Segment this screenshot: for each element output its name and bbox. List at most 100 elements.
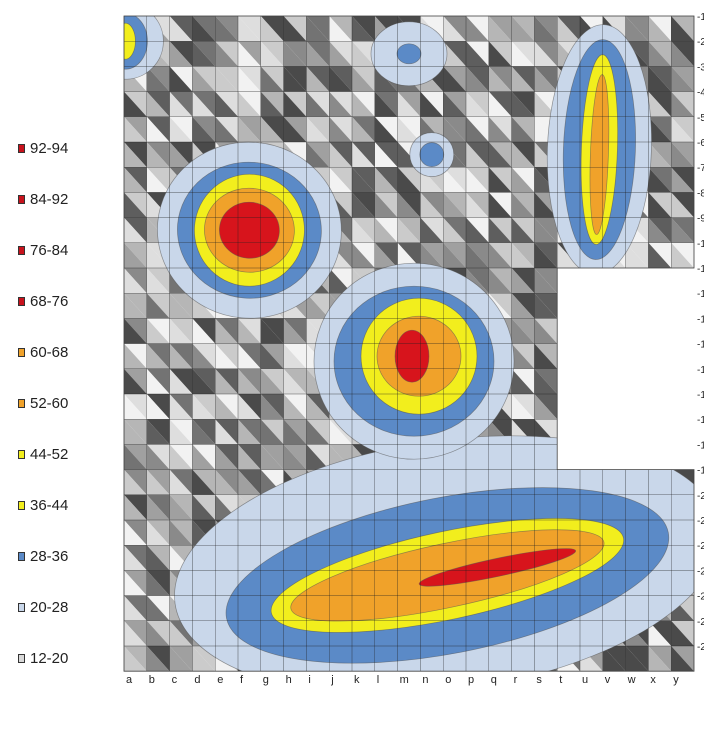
cell-triangle — [352, 66, 375, 92]
x-tick-label: w — [627, 674, 636, 686]
cell-triangle — [648, 142, 672, 168]
cell-triangle — [283, 116, 307, 142]
x-tick-label: f — [240, 674, 244, 686]
cell-triangle — [260, 419, 284, 445]
cell-triangle — [192, 444, 216, 470]
cell-triangle — [124, 268, 147, 294]
cell-triangle — [511, 91, 535, 117]
cell-triangle — [397, 91, 421, 117]
y-tick-label: -24 — [697, 592, 704, 603]
cell-triangle — [329, 41, 352, 67]
contour-68-92 — [418, 548, 577, 587]
x-tick-label: c — [172, 674, 178, 686]
cell-triangle — [238, 41, 261, 67]
cell-triangle — [488, 142, 512, 168]
x-tick-label: k — [354, 674, 360, 686]
cell-triangle — [352, 116, 375, 142]
legend-swatch — [18, 552, 25, 561]
cell-triangle — [374, 116, 398, 142]
cell-triangle — [169, 646, 193, 672]
y-tick-label: -11 — [697, 264, 704, 275]
cell-triangle — [488, 142, 512, 168]
cell-triangle — [352, 242, 375, 268]
cell-triangle — [146, 268, 170, 294]
cell-triangle — [238, 91, 261, 117]
cell-triangle — [146, 646, 170, 672]
cell-triangle — [374, 242, 398, 268]
legend-swatch — [18, 348, 25, 357]
y-tick-label: -14 — [697, 340, 704, 351]
cell-triangle — [260, 116, 284, 142]
cell-triangle — [169, 343, 193, 369]
cell-triangle — [511, 242, 535, 268]
cell-triangle — [534, 318, 558, 344]
cell-triangle — [511, 242, 535, 268]
cell-triangle — [671, 66, 694, 92]
cell-triangle — [306, 293, 330, 319]
cell-triangle — [648, 192, 672, 218]
cell-triangle — [534, 217, 558, 243]
cell-triangle — [397, 167, 421, 193]
grid-lines — [123, 15, 695, 672]
y-tick-label: -1 — [697, 12, 704, 23]
cell-triangle — [671, 192, 694, 218]
cell-triangle — [648, 620, 672, 646]
cell-triangle — [238, 469, 261, 495]
cell-triangle — [192, 494, 216, 520]
cell-triangle — [192, 520, 216, 546]
cell-triangle — [192, 16, 216, 42]
cell-triangle — [648, 116, 672, 142]
cell-triangle — [488, 217, 512, 243]
cell-triangle — [488, 16, 512, 42]
legend-swatch — [18, 450, 25, 459]
cell-triangle — [671, 242, 694, 268]
cell-triangle — [671, 646, 694, 672]
cell-triangle — [215, 116, 238, 142]
cell-triangle — [648, 66, 672, 92]
cell-triangle — [283, 444, 307, 470]
cell-triangle — [488, 41, 512, 67]
cell-triangle — [215, 469, 238, 495]
cell-triangle — [671, 116, 694, 142]
cell-triangle — [169, 41, 193, 67]
cell-triangle — [260, 343, 284, 369]
legend-swatch — [18, 246, 25, 255]
cell-triangle — [329, 116, 352, 142]
cell-triangle — [511, 16, 535, 42]
cell-triangle — [238, 343, 261, 369]
cell-triangle — [124, 494, 147, 520]
cell-triangle — [488, 242, 512, 268]
cell-triangle — [352, 217, 375, 243]
cell-triangle — [352, 91, 375, 117]
cell-triangle — [374, 167, 398, 193]
x-tick-label: u — [582, 674, 588, 686]
cell-triangle — [443, 66, 466, 92]
legend-swatch — [18, 654, 25, 663]
cell-triangle — [329, 41, 352, 67]
cell-triangle — [238, 41, 261, 67]
legend-item: 76-84 — [18, 242, 68, 259]
cell-triangle — [124, 192, 147, 218]
cell-triangle — [671, 192, 694, 218]
cell-triangle — [352, 116, 375, 142]
cell-triangle — [260, 394, 284, 420]
contour-52-68 — [589, 74, 610, 235]
cell-triangle — [511, 293, 535, 319]
cell-triangle — [671, 142, 694, 168]
cell-triangle — [420, 242, 444, 268]
cell-triangle — [329, 268, 352, 294]
cell-triangle — [671, 620, 694, 646]
cell-triangle — [466, 142, 489, 168]
cell-triangle — [146, 469, 170, 495]
cell-triangle — [283, 343, 307, 369]
legend-label: 60-68 — [30, 344, 69, 361]
cell-triangle — [488, 167, 512, 193]
cell-triangle — [283, 66, 307, 92]
cell-triangle — [374, 91, 398, 117]
cell-triangle — [648, 646, 672, 672]
cell-triangle — [671, 620, 694, 646]
cell-triangle — [511, 368, 535, 394]
cell-triangle — [511, 66, 535, 92]
x-tick-label: d — [194, 674, 200, 686]
cell-triangle — [146, 368, 170, 394]
